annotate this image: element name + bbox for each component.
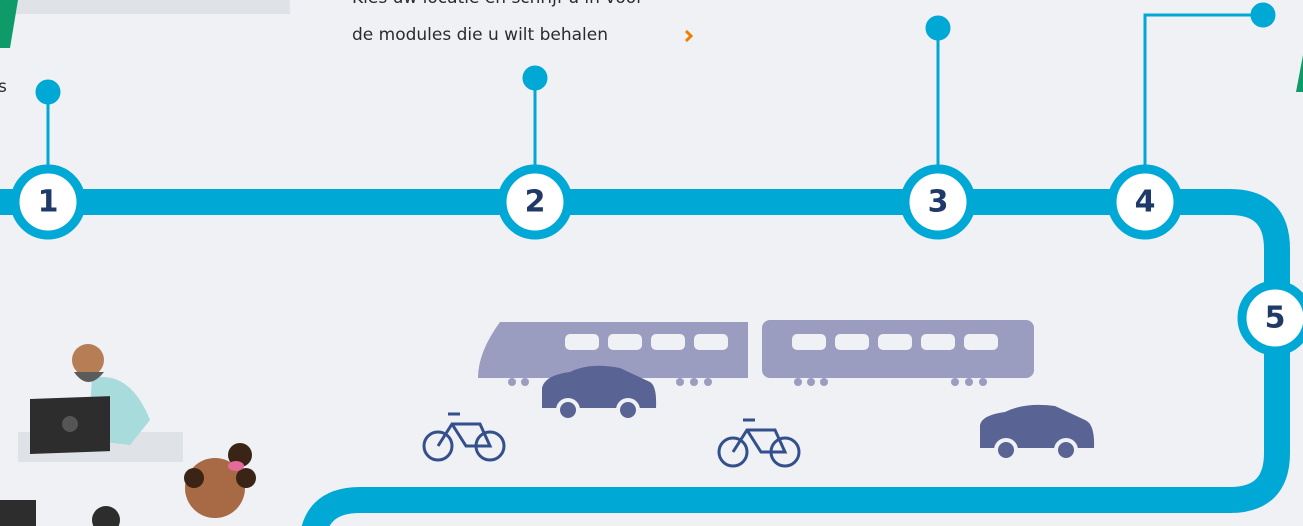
intro-line-1: Kies uw locatie en schrijf u in voor <box>352 0 643 8</box>
step-number: 1 <box>38 185 59 220</box>
step-number: 3 <box>928 185 949 220</box>
intro-line-2: de modules die u wilt behalen <box>352 25 608 45</box>
step-number: 5 <box>1265 301 1286 336</box>
cut-text: s <box>0 77 7 97</box>
step-number: 2 <box>525 185 546 220</box>
top-panel <box>0 0 290 14</box>
step-number: 4 <box>1135 185 1156 220</box>
infographic: s Kies uw locatie en schrijf u in voor d… <box>0 0 1303 526</box>
background <box>0 0 1303 526</box>
